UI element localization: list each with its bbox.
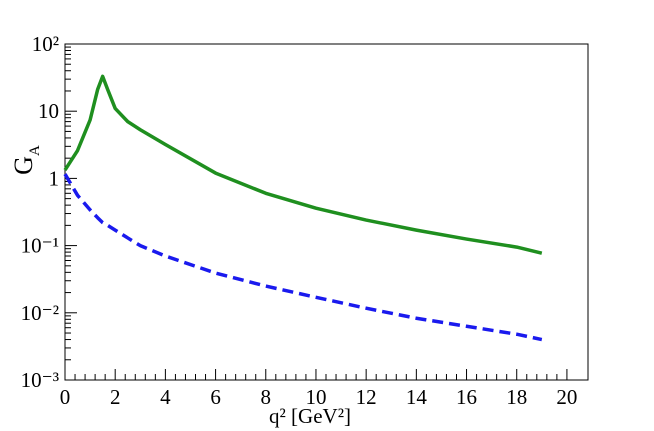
x-tick-label: 14 <box>406 385 428 409</box>
x-tick-label: 2 <box>110 385 121 409</box>
y-tick-label: 10² <box>32 32 59 56</box>
y-label-sub: A <box>27 145 43 156</box>
y-axis-label: GA <box>9 145 43 175</box>
y-label-main: G <box>9 156 38 175</box>
x-tick-label: 6 <box>210 385 221 409</box>
y-tick-label: 10⁻² <box>21 301 59 325</box>
x-tick-label: 0 <box>60 385 71 409</box>
plot-frame <box>64 43 589 381</box>
x-tick-label: 20 <box>556 385 577 409</box>
x-tick-label: 10 <box>305 385 326 409</box>
x-tick-label: 12 <box>356 385 377 409</box>
x-tick-label: 16 <box>456 385 477 409</box>
x-axis-label: q² [GeV²] <box>269 404 351 428</box>
y-tick-label: 1 <box>49 166 60 190</box>
series-line <box>63 74 543 255</box>
y-tick-label: 10⁻¹ <box>21 234 59 258</box>
y-tick-label: 10⁻³ <box>21 368 59 392</box>
y-tick-label: 10 <box>38 99 59 123</box>
x-tick-label: 18 <box>506 385 527 409</box>
x-tick-label: 4 <box>160 385 171 409</box>
series-line <box>63 173 543 342</box>
x-tick-label: 8 <box>261 385 272 409</box>
